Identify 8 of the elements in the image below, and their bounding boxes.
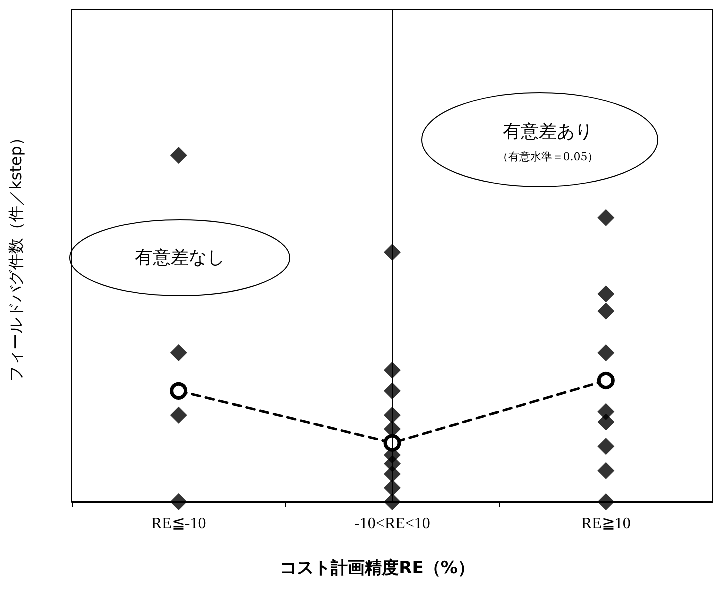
x-tick-label: RE≦-10: [151, 516, 206, 532]
annotation: 有意差なし: [135, 248, 225, 268]
y-axis-title: フィールドバグ件数（件／kstep）: [6, 130, 26, 382]
x-tick-label: -10<RE<10: [354, 516, 430, 532]
annotation: （有意水準＝0.05）: [497, 150, 599, 164]
text: 有意差あり: [503, 122, 593, 142]
x-tick-label: RE≧10: [581, 516, 631, 532]
x-axis-title: コスト計画精度RE（%）: [280, 558, 475, 578]
